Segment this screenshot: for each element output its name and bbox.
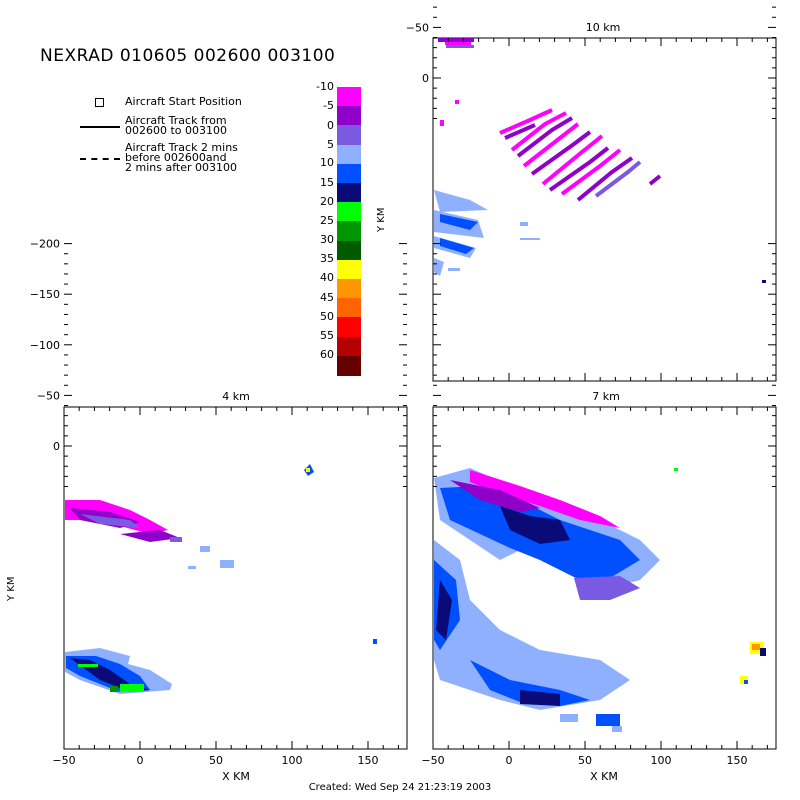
echo-lower-storm <box>434 540 630 732</box>
legend-track2-line2: before 002600and <box>125 151 227 164</box>
colorbar-label: 40 <box>320 271 334 284</box>
echo-patch <box>446 45 474 48</box>
echo-isolated-cells <box>674 468 766 684</box>
colorbar-swatch <box>337 240 361 261</box>
colorbar-label: -5 <box>323 99 334 112</box>
colorbar-swatch <box>337 298 361 319</box>
panel-title-4km: 4 km <box>222 390 250 403</box>
colorbar-swatch <box>337 259 361 280</box>
colorbar-label: -10 <box>316 80 334 93</box>
tick-label: −100 <box>30 339 60 352</box>
tick-label: 50 <box>209 754 223 767</box>
tick-label: 150 <box>358 754 379 767</box>
colorbar-label: 25 <box>320 214 334 227</box>
legend-track2-line3: 2 mins after 003100 <box>125 161 237 174</box>
colorbar-swatch <box>337 355 361 376</box>
echo-patch <box>438 38 474 42</box>
echo-bands-central <box>499 108 662 202</box>
tick-label: 0 <box>137 754 144 767</box>
colorbar-label: 50 <box>320 310 334 323</box>
tick-label: 100 <box>651 754 672 767</box>
footer-created-timestamp: Created: Wed Sep 24 21:23:19 2003 <box>308 782 492 793</box>
colorbar-label: 10 <box>320 156 334 169</box>
tick-label: −50 <box>406 21 429 34</box>
colorbar-swatch <box>337 87 361 107</box>
colorbar-swatch <box>337 279 361 299</box>
colorbar-swatch <box>337 336 361 357</box>
tick-label: −50 <box>52 754 75 767</box>
colorbar-label: 55 <box>320 329 334 342</box>
radar-panel-4km <box>63 406 408 750</box>
plot-title: NEXRAD 010605 002600 003100 <box>40 46 336 66</box>
colorbar-label: 60 <box>320 348 334 361</box>
colorbar-swatch <box>337 125 361 146</box>
panel-title-10km: 10 km <box>585 21 621 34</box>
colorbar-label: 0 <box>327 119 334 132</box>
legend-track-line2: 002600 to 003100 <box>125 124 228 137</box>
colorbar-label: 35 <box>320 252 334 265</box>
panel-frame <box>432 37 777 382</box>
tick-label: −200 <box>30 238 60 251</box>
panel-title-7km: 7 km <box>592 390 620 403</box>
echo-isolated-cells <box>304 464 377 644</box>
panel-frame <box>432 406 777 750</box>
colorbar-label: 45 <box>320 291 334 304</box>
radar-panel-10km <box>432 37 777 382</box>
tick-label: 50 <box>578 754 592 767</box>
echo-bands-left <box>434 100 766 283</box>
tick-label: −50 <box>37 389 60 402</box>
solid-line-icon <box>80 126 120 128</box>
tick-label: 0 <box>422 72 429 85</box>
radar-panel-7km <box>432 406 777 750</box>
colorbar-label: 15 <box>320 176 334 189</box>
legend-start-position: Aircraft Start Position <box>125 95 242 108</box>
colorbar-swatch <box>337 106 361 127</box>
colorbar-label: 5 <box>327 138 334 151</box>
echo-bands-upper <box>65 500 234 569</box>
echo-storm-lower <box>65 648 172 694</box>
colorbar-swatch <box>337 221 361 242</box>
legend-track2-line1: Aircraft Track 2 mins <box>125 141 238 154</box>
x-axis-label-4km: X KM <box>222 770 250 783</box>
tick-label: −150 <box>30 288 60 301</box>
colorbar-label: 20 <box>320 195 334 208</box>
tick-label: −50 <box>421 754 444 767</box>
axis-ticks: 0−50−100−150−2000−50−100−150−200−5005010… <box>30 6 776 767</box>
start-position-square-icon <box>95 98 104 107</box>
tick-label: 0 <box>53 440 60 453</box>
echo-patch <box>445 42 471 45</box>
colorbar-swatch <box>337 317 361 338</box>
x-axis-label-7km: X KM <box>590 770 618 783</box>
colorbar-swatch <box>337 163 361 184</box>
colorbar-swatch <box>337 144 361 165</box>
panel-frame <box>63 406 408 750</box>
dashed-line-icon <box>80 158 120 160</box>
echo-main-storm <box>434 468 660 600</box>
tick-label: 100 <box>282 754 303 767</box>
colorbar-swatch <box>337 202 361 223</box>
legend-track-line1: Aircraft Track from <box>125 114 227 127</box>
colorbar-label: 30 <box>320 233 334 246</box>
tick-label: 150 <box>727 754 748 767</box>
tick-label: 0 <box>506 754 513 767</box>
colorbar-swatch <box>337 183 361 203</box>
